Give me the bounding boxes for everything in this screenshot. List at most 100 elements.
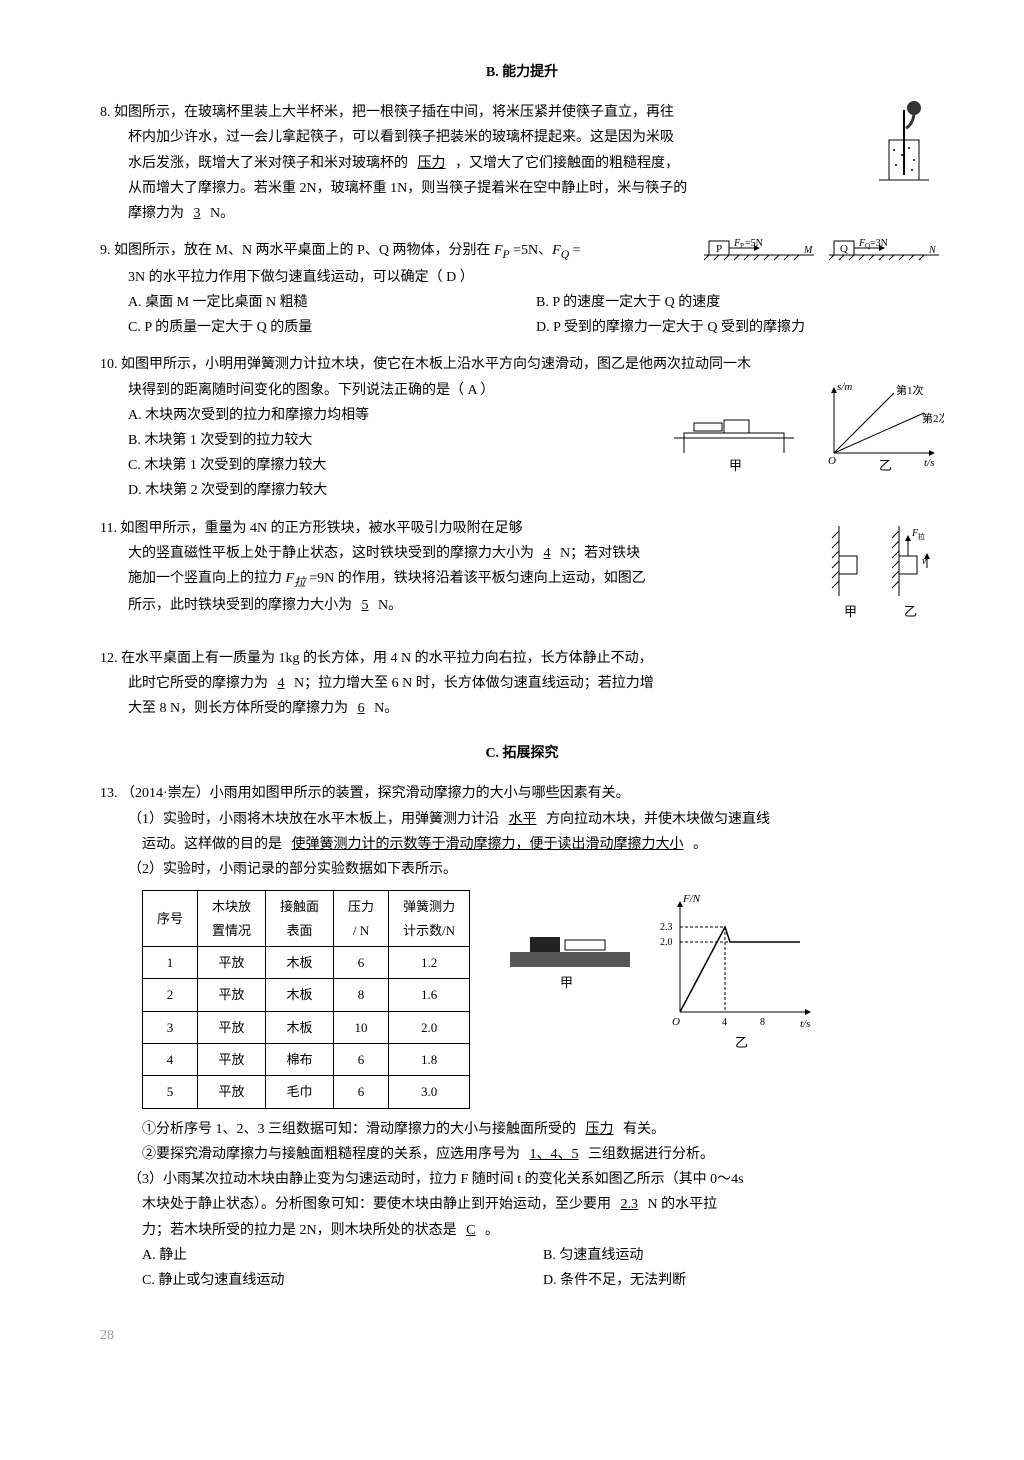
q13-p1b: 方向拉动木块，并使木块做匀速直线: [546, 812, 770, 827]
q8-num: 8.: [100, 105, 111, 120]
q8-text-2: 杯内加少许水，过一会儿拿起筷子，可以看到筷子把装米的玻璃杯提起来。这是因为米吸: [128, 130, 674, 145]
table-cell: 平放: [198, 1044, 266, 1076]
svg-text:Q: Q: [840, 243, 848, 255]
q13-p3a: （3）小雨某次拉动木块由静止变为匀速运动时，拉力 F 随时间 t 的变化关系如图…: [128, 1172, 744, 1187]
table-cell: 2.0: [389, 1011, 470, 1043]
q11-num: 11.: [100, 521, 117, 536]
q8-answer-2: 3: [188, 206, 207, 221]
q10-text-2b: ）: [480, 383, 494, 398]
svg-text:t/s: t/s: [800, 1018, 810, 1030]
q11-answer-1: 4: [538, 546, 557, 561]
table-header: 接触面表面: [266, 891, 334, 947]
q9-opt-b: B. P 的速度一定大于 Q 的速度: [536, 290, 944, 315]
svg-text:=5N: =5N: [745, 238, 763, 249]
svg-text:2.0: 2.0: [660, 937, 673, 948]
q12-text-3b: N。: [374, 701, 398, 716]
q12-text-1: 在水平桌面上有一质量为 1kg 的长方体，用 4 N 的水平拉力向右拉，长方体静…: [121, 651, 653, 666]
q13-p1a: （1）实验时，小雨将木块放在水平木板上，用弹簧测力计沿: [128, 812, 499, 827]
table-row: 5平放毛巾63.0: [143, 1076, 470, 1108]
q13-p3c: 力；若木块所受的拉力是 2N，则木块所处的状态是: [142, 1223, 457, 1238]
table-row: 4平放棉布61.8: [143, 1044, 470, 1076]
table-cell: 1: [143, 946, 198, 978]
q9-opt-c: C. P 的质量一定大于 Q 的质量: [128, 315, 536, 340]
table-cell: 木板: [266, 1011, 334, 1043]
q10-opt-d: D. 木块第 2 次受到的摩擦力较大: [128, 478, 944, 503]
table-cell: 6: [334, 1076, 389, 1108]
table-cell: 平放: [198, 1076, 266, 1108]
q13-p1-ans2: 使弹簧测力计的示数等于滑动摩擦力，便于读出滑动摩擦力大小: [286, 837, 690, 852]
q8-figure: [864, 100, 944, 190]
svg-text:O: O: [672, 1016, 680, 1028]
q8-text-4: 从而增大了摩擦力。若米重 2N，玻璃杯重 1N，则当筷子提着米在空中静止时，米与…: [128, 181, 687, 196]
svg-text:P: P: [716, 243, 722, 255]
q11-text-4: 所示，此时铁块受到的摩擦力大小为: [128, 598, 352, 613]
svg-text:M: M: [803, 245, 813, 256]
q9-text-1a: 如图所示，放在 M、N 两水平桌面上的 P、Q 两物体，分别在: [114, 243, 494, 258]
svg-text:P: P: [740, 242, 744, 250]
q10-answer: A: [468, 383, 477, 398]
q9-answer: D: [446, 270, 456, 285]
q8-text-5: 摩擦力为: [128, 206, 184, 221]
q10-text-2: 块得到的距离随时间变化的图象。下列说法正确的是（: [128, 383, 464, 398]
q8-answer-1: 压力: [412, 156, 452, 171]
svg-text:v: v: [922, 556, 927, 567]
q13-p2bb: 三组数据进行分析。: [588, 1147, 714, 1162]
q13-p3cb: 。: [485, 1223, 499, 1238]
q12-answer-2: 6: [352, 701, 371, 716]
svg-text:乙: 乙: [735, 1035, 748, 1050]
q13-table: 序号木块放置情况接触面表面压力/ N弹簧测力计示数/N 1平放木板61.22平放…: [142, 890, 470, 1109]
q13-p1c: 运动。这样做的目的是: [142, 837, 282, 852]
section-c-header: C. 拓展探究: [100, 741, 944, 766]
q9-opt-d: D. P 受到的摩擦力一定大于 Q 受到的摩擦力: [536, 315, 944, 340]
q12-num: 12.: [100, 651, 118, 666]
question-11: 甲 F拉 v 乙 11. 如图甲所示，重量为 4N 的正方形铁块，被水平吸引力吸…: [100, 516, 944, 634]
q8-text-1: 如图所示，在玻璃杯里装上大半杯米，把一根筷子插在中间，将米压紧并使筷子直立，再往: [114, 105, 674, 120]
table-row: 2平放木板81.6: [143, 979, 470, 1011]
question-9: P F P =5N M Q F Q =3N N 9. 如图所示，放在 M、N 两…: [100, 238, 944, 340]
svg-text:拉: 拉: [918, 532, 925, 541]
table-cell: 10: [334, 1011, 389, 1043]
q12-text-2: 此时它所受的摩擦力为: [128, 676, 268, 691]
table-cell: 1.6: [389, 979, 470, 1011]
table-cell: 平放: [198, 1011, 266, 1043]
q9-num: 9.: [100, 243, 111, 258]
q11-text-1: 如图甲所示，重量为 4N 的正方形铁块，被水平吸引力吸附在足够: [120, 521, 522, 536]
q13-opt-c: C. 静止或匀速直线运动: [142, 1268, 543, 1293]
q8-text-5b: N。: [210, 206, 234, 221]
svg-text:s/m: s/m: [837, 381, 852, 393]
q10-figure: 甲 s/m t/s 第1次 第2次 O 乙: [664, 378, 944, 478]
q13-p1-ans1: 水平: [503, 812, 543, 827]
q13-p3bb: N 的水平拉: [648, 1197, 718, 1212]
page-number: 28: [100, 1323, 944, 1348]
q13-chart: 甲 F/N t/s 2.3 2.0 4 8 O 乙: [470, 882, 944, 1062]
table-header: 压力/ N: [334, 891, 389, 947]
q13-opt-a: A. 静止: [142, 1243, 543, 1268]
table-cell: 5: [143, 1076, 198, 1108]
table-cell: 3.0: [389, 1076, 470, 1108]
svg-text:第1次: 第1次: [896, 383, 924, 397]
table-cell: 平放: [198, 946, 266, 978]
table-cell: 8: [334, 979, 389, 1011]
q11-text-2b: N；若对铁块: [560, 546, 640, 561]
svg-text:乙: 乙: [879, 458, 892, 473]
table-cell: 6: [334, 946, 389, 978]
svg-text:N: N: [928, 245, 937, 256]
svg-text:2.3: 2.3: [660, 922, 673, 933]
q13-p2b: ②要探究滑动摩擦力与接触面粗糙程度的关系，应选用序号为: [142, 1147, 520, 1162]
q8-text-3: 水后发涨，既增大了米对筷子和米对玻璃杯的: [128, 156, 408, 171]
q13-p3-ans2: C: [460, 1223, 481, 1238]
svg-text:乙: 乙: [904, 604, 917, 619]
q13-text-1: （2014·崇左）小雨用如图甲所示的装置，探究滑动摩擦力的大小与哪些因素有关。: [121, 786, 630, 801]
q13-p3b: 木块处于静止状态）。分析图象可知：要使木块由静止到开始运动，至少要用: [142, 1197, 611, 1212]
q13-p1d: 。: [693, 837, 707, 852]
q9-text-1c: =: [573, 243, 581, 258]
q9-text-1b: =5N、: [513, 243, 552, 258]
question-10: 10. 如图甲所示，小明用弹簧测力计拉木块，使它在木板上沿水平方向匀速滑动，图乙…: [100, 352, 944, 503]
table-header: 木块放置情况: [198, 891, 266, 947]
svg-text:O: O: [828, 455, 836, 467]
question-8: 8. 如图所示，在玻璃杯里装上大半杯米，把一根筷子插在中间，将米压紧并使筷子直立…: [100, 100, 944, 226]
q13-p2: （2）实验时，小雨记录的部分实验数据如下表所示。: [128, 862, 457, 877]
q11-text-3a: 施加一个竖直向上的拉力: [128, 571, 286, 586]
question-13: 13. （2014·崇左）小雨用如图甲所示的装置，探究滑动摩擦力的大小与哪些因素…: [100, 781, 944, 1293]
table-cell: 平放: [198, 979, 266, 1011]
